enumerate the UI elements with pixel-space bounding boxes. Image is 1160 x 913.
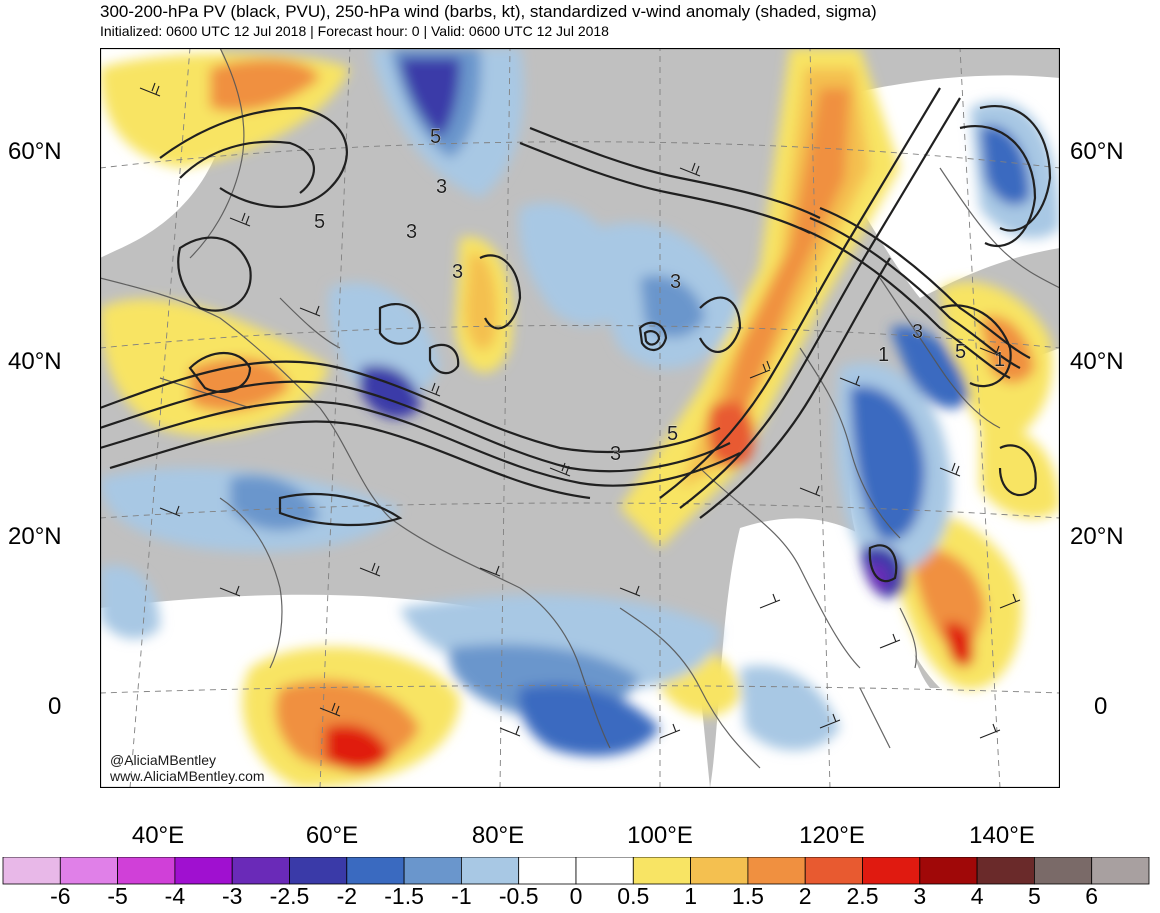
- lat-label-right: 0: [1094, 693, 1108, 720]
- lon-label: 60°E: [305, 822, 359, 849]
- colorbar-cells: [2, 857, 1150, 885]
- colorbar-cell: [1091, 857, 1150, 885]
- anomaly-negative-region: [518, 684, 660, 757]
- contour-label: 1: [878, 344, 889, 366]
- pv-contours: [100, 87, 1052, 583]
- contour-label: 3: [610, 443, 621, 465]
- colorbar-cell: [2, 857, 61, 885]
- lon-label: 140°E: [969, 822, 1035, 849]
- colorbar-label: -1.5: [384, 883, 424, 909]
- colorbar-label: -1: [451, 883, 472, 909]
- colorbar-cell: [862, 857, 921, 885]
- colorbar-label: -3: [221, 883, 243, 909]
- lat-label-right: 60°N: [1070, 138, 1124, 165]
- colorbar-label: 3: [913, 883, 927, 909]
- anomaly-negative-region: [100, 565, 160, 639]
- anomaly-positive-region: [210, 59, 320, 112]
- anomaly-negative-region: [640, 275, 705, 338]
- lat-label-right: 20°N: [1070, 523, 1124, 550]
- colorbar-label: -2: [336, 883, 358, 909]
- map-title: 300-200-hPa PV (black, PVU), 250-hPa win…: [100, 2, 877, 21]
- colorbar-cell: [460, 857, 520, 885]
- colorbar-cell: [804, 857, 863, 885]
- colorbar-cell: [690, 857, 749, 885]
- colorbar-label: -6: [50, 883, 71, 909]
- weather-map: 5 3 5 3 3 3 5 3 1 3 5 1: [100, 48, 1060, 788]
- anomaly-negative-region: [869, 562, 889, 591]
- map-subtitle: Initialized: 0600 UTC 12 Jul 2018 | Fore…: [100, 23, 609, 39]
- colorbar-label: 2: [798, 883, 812, 909]
- anomaly-positive-region: [325, 724, 390, 772]
- colorbar-label: 1: [684, 883, 697, 909]
- lon-label: 80°E: [471, 822, 525, 849]
- lat-label-left: 40°N: [8, 348, 62, 375]
- contour-label: 3: [436, 176, 447, 198]
- anomaly-shading: [100, 48, 1060, 788]
- colorbar-cell: [59, 857, 118, 885]
- colorbar-cell: [632, 857, 691, 885]
- colorbar-label: 6: [1085, 883, 1099, 909]
- colorbar-label: -5: [107, 883, 128, 909]
- wind-barbs: [139, 82, 1021, 739]
- colorbar-cell: [747, 857, 806, 885]
- anomaly-negative-region: [850, 386, 925, 541]
- pv-contour-labels: 5 3 5 3 3 3 5 3 1 3 5 1: [314, 126, 1006, 465]
- anomaly-negative-region: [890, 326, 970, 409]
- anomaly-positive-region: [710, 88, 850, 448]
- colorbar-cell: [117, 857, 176, 885]
- colorbar-cell: [919, 857, 978, 885]
- colorbar-cell: [976, 857, 1035, 885]
- colorbar-cell: [518, 857, 577, 885]
- contour-label: 3: [670, 271, 681, 293]
- colorbar-label: 1.5: [731, 883, 764, 909]
- graticule: [100, 48, 1060, 788]
- anomaly-positive-region: [980, 426, 1060, 519]
- contour-label: 5: [314, 211, 325, 233]
- colorbar-label: 0: [569, 883, 583, 909]
- lon-label: 40°E: [131, 822, 185, 849]
- colorbar-label: -0.5: [498, 883, 539, 909]
- credit-handle: @AliciaMBentley: [110, 752, 217, 768]
- lon-label: 120°E: [799, 822, 865, 849]
- colorbar-cell: [289, 857, 348, 885]
- contour-label: 3: [406, 221, 417, 243]
- credit-site: www.AliciaMBentley.com: [110, 768, 265, 784]
- lat-label-left: 60°N: [8, 138, 62, 165]
- lon-label: 100°E: [627, 822, 693, 849]
- contour-label: 3: [452, 261, 463, 283]
- colorbar-label: 4: [970, 883, 984, 909]
- colorbar-label: 5: [1027, 883, 1041, 909]
- anomaly-negative-region: [230, 475, 320, 531]
- lat-label-left: 20°N: [8, 523, 62, 550]
- coastlines: [100, 48, 1060, 769]
- colorbar: [2, 857, 1150, 885]
- colorbar-cell: [403, 857, 462, 885]
- map-frame: [100, 48, 1060, 788]
- colorbar-label: -4: [164, 883, 186, 909]
- colorbar-cell: [174, 857, 233, 885]
- contour-label: 5: [430, 126, 441, 148]
- anomaly-positive-region: [910, 547, 985, 648]
- anomaly-negative-region: [328, 282, 440, 400]
- contour-label: 5: [667, 423, 678, 445]
- colorbar-cell: [575, 857, 634, 885]
- contour-label: 1: [994, 349, 1005, 371]
- anomaly-negative-region: [400, 58, 460, 138]
- anomaly-positive-region: [945, 622, 974, 667]
- lat-label-left: 0: [48, 693, 62, 720]
- colorbar-label: -2.5: [269, 883, 310, 909]
- contour-label: 5: [955, 341, 966, 363]
- colorbar-cell: [1034, 857, 1093, 885]
- colorbar-cell: [231, 857, 290, 885]
- colorbar-label: 0.5: [617, 883, 650, 909]
- colorbar-cell: [346, 857, 405, 885]
- colorbar-label: 2.5: [846, 883, 879, 909]
- lat-label-right: 40°N: [1070, 348, 1124, 375]
- contour-label: 3: [912, 321, 923, 343]
